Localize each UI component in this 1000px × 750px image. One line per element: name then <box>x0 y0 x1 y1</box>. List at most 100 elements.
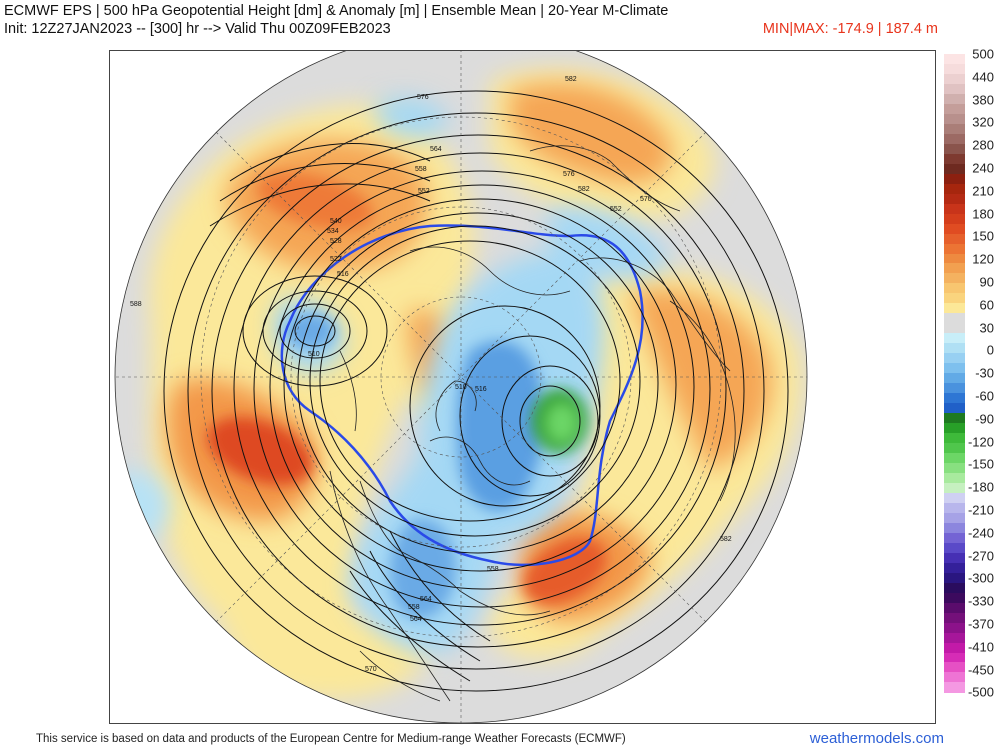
colorbar-swatch <box>944 203 965 215</box>
contour-label: 570 <box>640 196 652 203</box>
colorbar-swatch <box>944 353 965 364</box>
colorbar-tick-label: 90 <box>979 274 994 290</box>
colorbar-tick-label: -150 <box>967 456 994 472</box>
contour-label: 552 <box>610 206 622 213</box>
colorbar-swatch <box>944 662 965 674</box>
contour-label: 510 <box>308 351 320 358</box>
colorbar-swatch <box>944 113 965 125</box>
colorbar-swatch <box>944 123 965 135</box>
colorbar-swatch <box>944 133 965 145</box>
colorbar-swatch <box>944 453 965 464</box>
colorbar-tick-label: 0 <box>986 342 994 358</box>
contour-label: 564 <box>430 146 442 153</box>
contour-label: 564 <box>420 596 432 603</box>
colorbar-tick-label: -210 <box>967 502 994 518</box>
graticule <box>115 51 807 723</box>
contour-label: 576 <box>563 171 575 178</box>
colorbar-tick-label: 280 <box>972 137 994 153</box>
chart-title: ECMWF EPS | 500 hPa Geopotential Height … <box>4 3 669 19</box>
min-max-readout: MIN|MAX: -174.9 | 187.4 m <box>762 21 938 37</box>
contour-label: 552 <box>418 188 430 195</box>
contour-label: 570 <box>365 666 377 673</box>
colorbar-tick-label: -90 <box>975 411 994 427</box>
colorbar-swatch <box>944 303 965 314</box>
map-panel: 582 576 564 558 552 540 534 528 522 516 … <box>109 50 936 724</box>
colorbar-swatch <box>944 403 965 414</box>
colorbar-swatch <box>944 373 965 384</box>
colorbar-tick-label: -330 <box>967 593 994 609</box>
colorbar-swatch <box>944 313 965 324</box>
init-valid-line: Init: 12Z27JAN2023 -- [300] hr --> Valid… <box>4 21 391 37</box>
colorbar-swatch <box>944 592 965 604</box>
contour-label: 534 <box>327 228 339 235</box>
colorbar-swatch <box>944 73 965 85</box>
colorbar-swatch <box>944 602 965 614</box>
colorbar-swatch <box>944 223 965 235</box>
polar-stereographic-map: 582 576 564 558 552 540 534 528 522 516 … <box>110 51 935 723</box>
colorbar-tick-label: -240 <box>967 525 994 541</box>
strong-negative-anomaly-green <box>532 389 588 453</box>
anomaly-colorbar: 500 440 380 320 280 240 210 180 150 120 90 60 30 0 -30… <box>944 46 1000 710</box>
colorbar-tick-label: 60 <box>979 297 994 313</box>
contour-label: 540 <box>330 218 342 225</box>
colorbar-tick-label: -300 <box>967 570 994 586</box>
contour-label: 558 <box>408 604 420 611</box>
colorbar-swatch <box>944 413 965 424</box>
contour-540dm <box>280 224 644 567</box>
contour-label: 528 <box>330 238 342 245</box>
colorbar-tick-label: -500 <box>967 684 994 700</box>
colorbar-swatch <box>944 642 965 654</box>
colorbar-swatch <box>944 393 965 404</box>
colorbar-swatch <box>944 562 965 574</box>
contour-label: 582 <box>565 76 577 83</box>
colorbar-swatch <box>944 482 965 494</box>
colorbar-tick-label: -450 <box>967 662 994 678</box>
contour-labels: 582 576 564 558 552 540 534 528 522 516 … <box>130 76 732 673</box>
contour-label: 564 <box>410 616 422 623</box>
colorbar-swatch <box>944 383 965 394</box>
colorbar-swatch <box>944 443 965 454</box>
colorbar-swatch <box>944 423 965 434</box>
ecmwf-attribution: This service is based on data and produc… <box>36 733 626 745</box>
colorbar-tick-label: -270 <box>967 548 994 564</box>
colorbar-swatch <box>944 213 965 225</box>
colorbar-tick-label: 30 <box>979 320 994 336</box>
colorbar-swatch <box>944 183 965 195</box>
colorbar-tick-label: 380 <box>972 92 994 108</box>
coastlines <box>329 145 736 702</box>
colorbar-tick-label: 240 <box>972 160 994 176</box>
colorbar-swatch <box>944 462 965 474</box>
map-disc: 582 576 564 558 552 540 534 528 522 516 … <box>115 51 807 723</box>
height-contours <box>163 90 789 692</box>
contour-label: 516 <box>337 271 349 278</box>
colorbar-tick-label: 120 <box>972 251 994 267</box>
colorbar-tick-label: -410 <box>967 639 994 655</box>
website-link[interactable]: weathermodels.com <box>809 730 944 747</box>
contour-label: 516 <box>475 386 487 393</box>
colorbar-swatch <box>944 263 965 275</box>
colorbar-swatch <box>944 532 965 544</box>
colorbar-swatch <box>944 293 965 304</box>
colorbar-swatch <box>944 243 965 255</box>
colorbar-tick-label: 500 <box>972 46 994 62</box>
colorbar-tick-label: -60 <box>975 388 994 404</box>
colorbar-swatch <box>944 343 965 354</box>
colorbar-swatch <box>944 632 965 644</box>
colorbar-swatch <box>944 193 965 205</box>
contour-label: 522 <box>330 256 342 263</box>
colorbar-swatch <box>944 163 965 175</box>
colorbar-swatch <box>944 682 965 693</box>
colorbar-tick-label: 320 <box>972 114 994 130</box>
colorbar-swatch <box>944 433 965 444</box>
colorbar-swatch <box>944 233 965 245</box>
colorbar-swatch <box>944 54 965 65</box>
colorbar-swatch <box>944 572 965 584</box>
contour-label: 576 <box>417 94 429 101</box>
colorbar-swatch <box>944 153 965 165</box>
colorbar-tick-label: 210 <box>972 183 994 199</box>
colorbar-swatch <box>944 333 965 344</box>
colorbar-tick-label: -370 <box>967 616 994 632</box>
map-disc-outline <box>114 51 808 723</box>
colorbar-swatch <box>944 522 965 534</box>
colorbar-swatch <box>944 103 965 115</box>
